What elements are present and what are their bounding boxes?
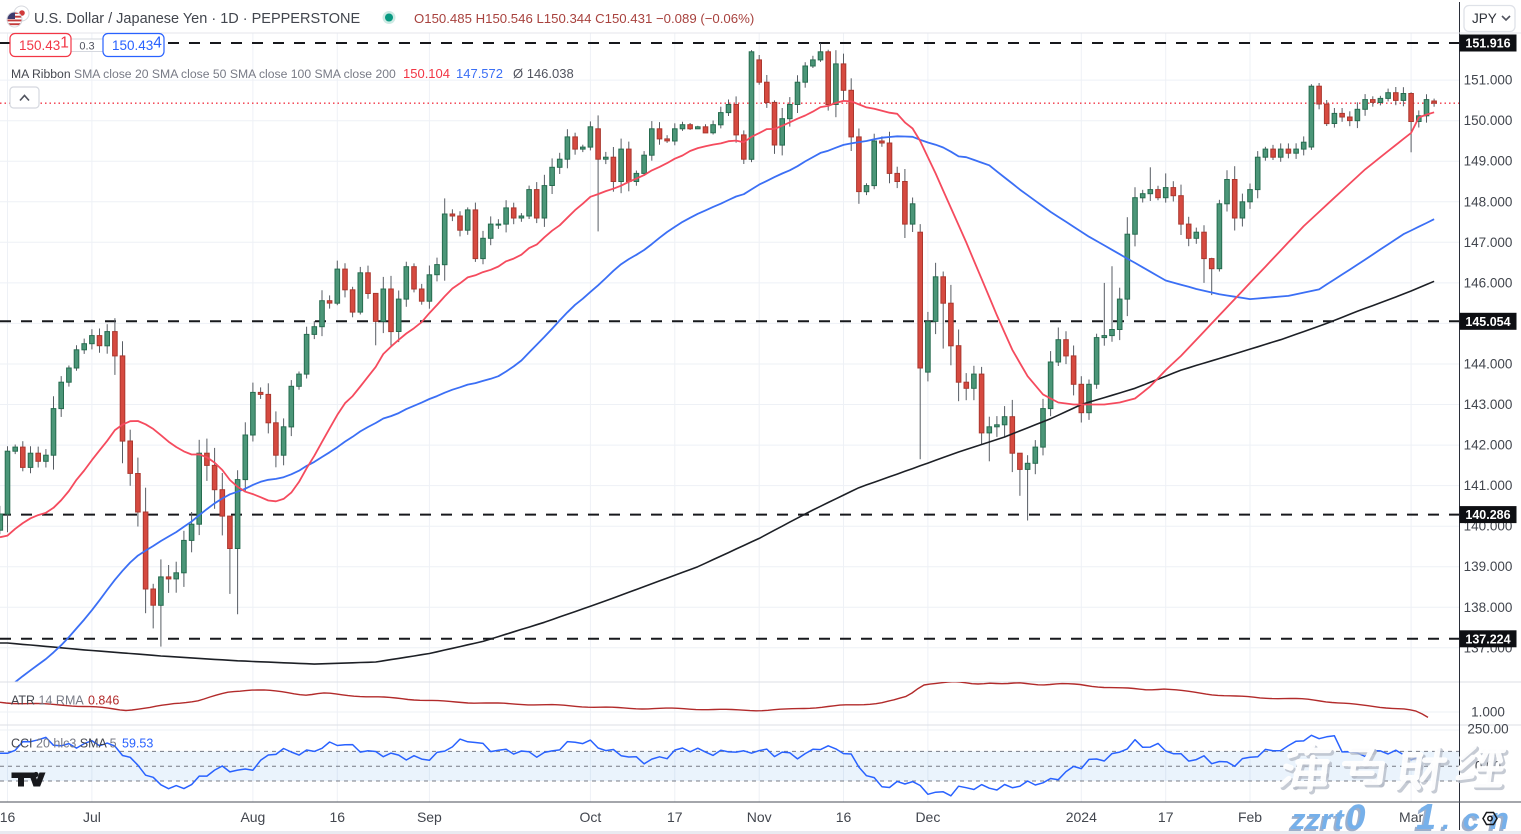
svg-text:1.000: 1.000 bbox=[1471, 705, 1505, 720]
svg-text:150.000: 150.000 bbox=[1464, 113, 1513, 128]
svg-text:c: c bbox=[1461, 805, 1478, 834]
svg-text:151.916: 151.916 bbox=[1465, 37, 1510, 51]
svg-text:1: 1 bbox=[1416, 796, 1436, 834]
svg-text:138.000: 138.000 bbox=[1464, 600, 1513, 615]
svg-text:r: r bbox=[1321, 804, 1334, 834]
svg-text:c: c bbox=[1463, 803, 1480, 834]
svg-text:151.000: 151.000 bbox=[1464, 73, 1513, 88]
svg-text:O150.485 H150.546 L150.344 C15: O150.485 H150.546 L150.344 C150.431 −0.0… bbox=[414, 11, 754, 26]
svg-text:0.3: 0.3 bbox=[79, 41, 94, 53]
svg-text:250.00: 250.00 bbox=[1467, 722, 1508, 737]
svg-text:140.286: 140.286 bbox=[1465, 508, 1510, 522]
svg-text:0.846: 0.846 bbox=[88, 694, 119, 708]
svg-text:148.000: 148.000 bbox=[1464, 194, 1513, 209]
svg-text:137.224: 137.224 bbox=[1465, 632, 1510, 646]
svg-text:150.434: 150.434 bbox=[112, 35, 162, 54]
svg-text:.: . bbox=[1440, 806, 1448, 834]
svg-text:JPY: JPY bbox=[1472, 11, 1497, 26]
svg-text:MA Ribbon SMA close 20 SMA clo: MA Ribbon SMA close 20 SMA close 50 SMA … bbox=[11, 67, 396, 81]
svg-text:z: z bbox=[1288, 806, 1304, 834]
svg-text:0: 0 bbox=[1344, 800, 1364, 834]
svg-text:141.000: 141.000 bbox=[1464, 478, 1513, 493]
svg-text:149.000: 149.000 bbox=[1464, 154, 1513, 169]
svg-text:z: z bbox=[1290, 804, 1306, 834]
svg-text:ATR 14 RMA: ATR 14 RMA bbox=[11, 694, 84, 708]
svg-text:n: n bbox=[1490, 801, 1509, 834]
svg-text:139.000: 139.000 bbox=[1464, 559, 1513, 574]
svg-text:0: 0 bbox=[1346, 798, 1366, 834]
svg-text:145.054: 145.054 bbox=[1465, 315, 1510, 329]
svg-text:U.S. Dollar / Japanese Yen · 1: U.S. Dollar / Japanese Yen · 1D · PEPPER… bbox=[34, 11, 360, 27]
svg-text:17: 17 bbox=[667, 809, 683, 825]
svg-text:Ø 146.038: Ø 146.038 bbox=[513, 66, 574, 81]
svg-text:147.000: 147.000 bbox=[1464, 235, 1513, 250]
svg-text:150.104: 150.104 bbox=[403, 66, 450, 81]
svg-text:t: t bbox=[1334, 804, 1345, 834]
svg-text:r: r bbox=[1319, 806, 1332, 834]
svg-text:17: 17 bbox=[1158, 809, 1174, 825]
svg-text:147.572: 147.572 bbox=[456, 66, 503, 81]
svg-text:150.431: 150.431 bbox=[19, 35, 69, 54]
svg-text:143.000: 143.000 bbox=[1464, 397, 1513, 412]
svg-text:Aug: Aug bbox=[240, 809, 265, 825]
svg-text:Mar: Mar bbox=[1399, 809, 1423, 825]
svg-text:16: 16 bbox=[836, 809, 852, 825]
svg-text:16: 16 bbox=[0, 809, 15, 825]
svg-text:16: 16 bbox=[330, 809, 346, 825]
svg-text:t: t bbox=[1332, 806, 1343, 834]
svg-text:z: z bbox=[1305, 804, 1321, 834]
svg-text:Oct: Oct bbox=[580, 809, 602, 825]
svg-text:2024: 2024 bbox=[1066, 809, 1097, 825]
svg-text:Jul: Jul bbox=[83, 809, 101, 825]
svg-text:59.53: 59.53 bbox=[122, 737, 153, 751]
svg-text:Sep: Sep bbox=[417, 809, 442, 825]
svg-text:Nov: Nov bbox=[747, 809, 772, 825]
svg-text:144.000: 144.000 bbox=[1464, 357, 1513, 372]
svg-text:.: . bbox=[1442, 804, 1450, 834]
svg-text:z: z bbox=[1303, 806, 1319, 834]
svg-text:146.000: 146.000 bbox=[1464, 275, 1513, 290]
svg-text:142.000: 142.000 bbox=[1464, 438, 1513, 453]
svg-text:1: 1 bbox=[1414, 798, 1434, 834]
svg-text:Dec: Dec bbox=[915, 809, 940, 825]
svg-text:CCI 20 hlc3 SMA 5: CCI 20 hlc3 SMA 5 bbox=[11, 737, 117, 751]
svg-text:Feb: Feb bbox=[1238, 809, 1262, 825]
